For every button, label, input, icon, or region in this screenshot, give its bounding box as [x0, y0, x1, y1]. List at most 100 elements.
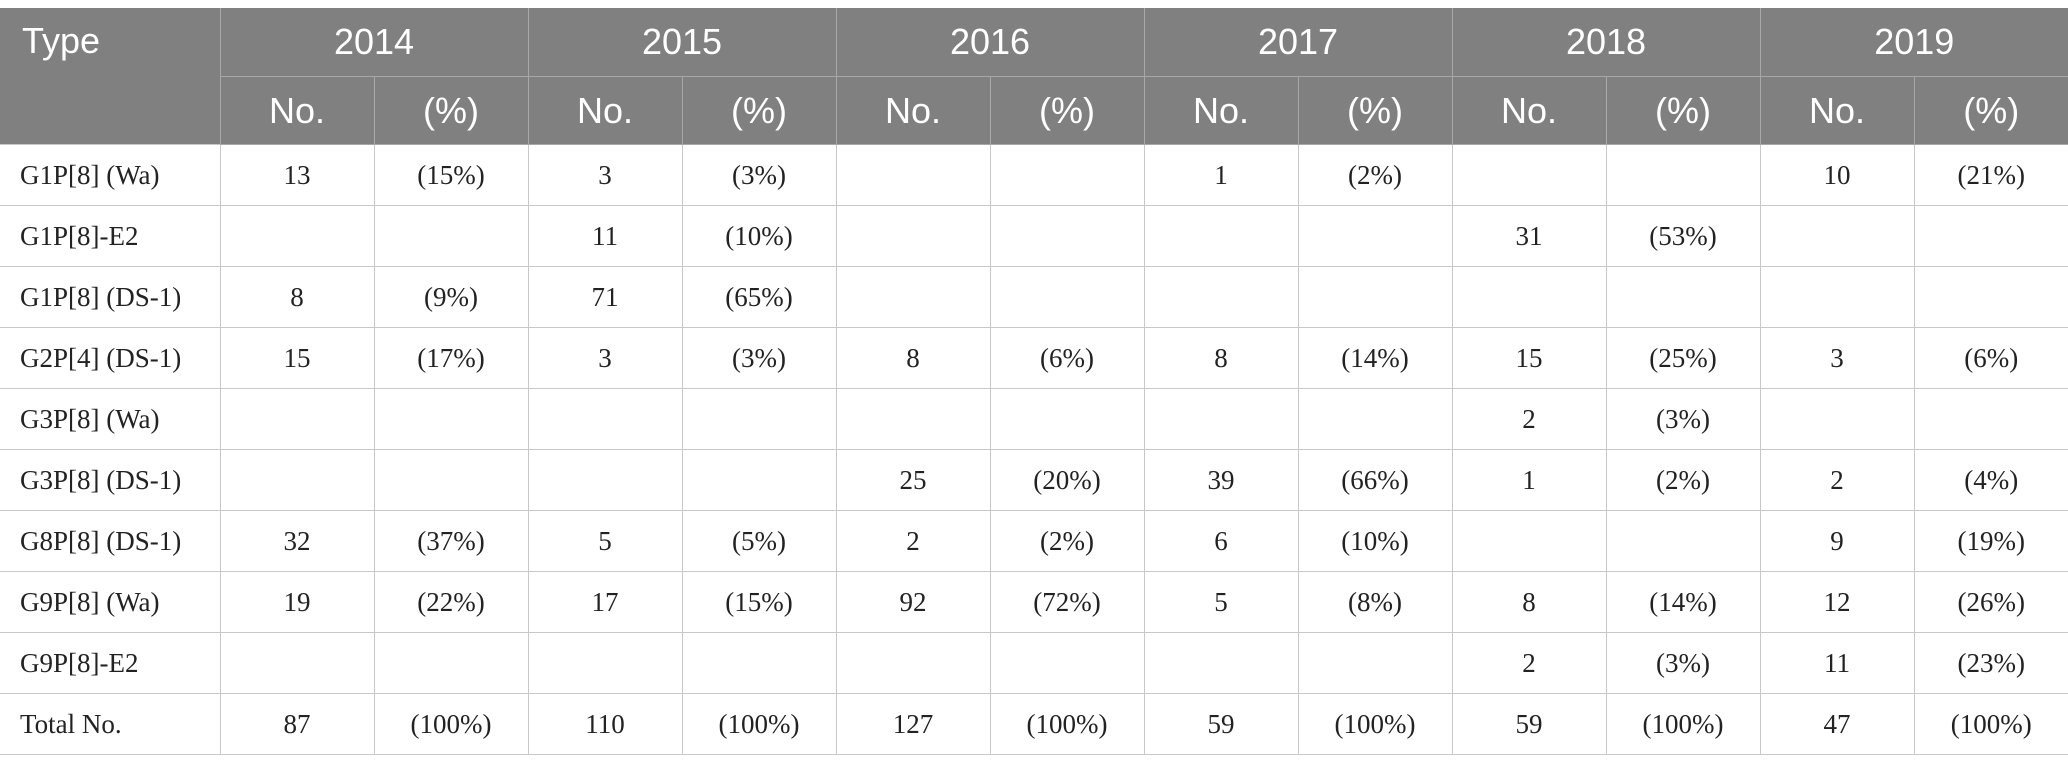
year-header-2018: 2018	[1451, 8, 1760, 77]
count-cell	[1143, 388, 1299, 450]
percent-cell	[1297, 632, 1453, 694]
table-row: G9P[8]-E2 2 (3%) 11 (23%)	[0, 632, 2068, 694]
count-cell: 15	[219, 327, 375, 389]
percent-cell	[1913, 205, 2068, 267]
type-cell: G9P[8]-E2	[0, 632, 221, 694]
percent-cell: (6%)	[989, 327, 1145, 389]
percent-cell: (2%)	[989, 510, 1145, 572]
percent-cell	[1605, 266, 1761, 328]
percent-cell: (9%)	[373, 266, 529, 328]
pct-column-header: (%)	[989, 76, 1144, 145]
percent-cell	[373, 205, 529, 267]
year-header-row: Type 2014 2015 2016 2017 2018 2019	[0, 8, 2068, 145]
percent-cell: (20%)	[989, 449, 1145, 511]
percent-cell: (10%)	[1297, 510, 1453, 572]
count-cell	[1451, 510, 1607, 572]
type-column-header: Type	[0, 8, 220, 145]
type-cell: G1P[8] (DS-1)	[0, 266, 221, 328]
no-column-header: No.	[527, 76, 682, 145]
percent-cell: (3%)	[681, 327, 837, 389]
year-header-2014: 2014	[219, 8, 528, 77]
count-cell: 8	[835, 327, 991, 389]
count-cell	[835, 266, 991, 328]
table-row: G3P[8] (DS-1) 25 (20%) 39 (66%) 1 (2%) 2 (4%)	[0, 449, 2068, 511]
percent-cell: (72%)	[989, 571, 1145, 633]
percent-cell: (21%)	[1913, 144, 2068, 206]
count-cell: 11	[527, 205, 683, 267]
count-cell: 5	[527, 510, 683, 572]
count-cell: 25	[835, 449, 991, 511]
table-row: G1P[8] (DS-1) 8 (9%) 71 (65%)	[0, 266, 2068, 328]
percent-cell: (25%)	[1605, 327, 1761, 389]
count-cell: 6	[1143, 510, 1299, 572]
percent-cell	[989, 388, 1145, 450]
type-cell: G3P[8] (Wa)	[0, 388, 221, 450]
count-cell: 17	[527, 571, 683, 633]
percent-cell: (100%)	[373, 693, 529, 755]
count-cell	[219, 449, 375, 511]
no-column-header: No.	[1759, 76, 1914, 145]
count-cell: 59	[1143, 693, 1299, 755]
count-cell: 1	[1451, 449, 1607, 511]
percent-cell: (14%)	[1605, 571, 1761, 633]
type-cell: G2P[4] (DS-1)	[0, 327, 221, 389]
count-cell: 8	[1143, 327, 1299, 389]
genotype-table: Type 2014 2015 2016 2017 2018 2019 No. (…	[0, 8, 2068, 755]
count-cell: 87	[219, 693, 375, 755]
year-header-2015: 2015	[527, 8, 836, 77]
count-cell	[1143, 632, 1299, 694]
percent-cell	[373, 388, 529, 450]
count-cell: 39	[1143, 449, 1299, 511]
count-cell: 2	[1451, 632, 1607, 694]
count-cell: 31	[1451, 205, 1607, 267]
count-cell	[835, 205, 991, 267]
count-cell: 3	[527, 144, 683, 206]
no-column-header: No.	[219, 76, 374, 145]
count-cell: 8	[1451, 571, 1607, 633]
percent-cell: (3%)	[1605, 388, 1761, 450]
count-cell	[1143, 205, 1299, 267]
count-cell	[527, 388, 683, 450]
count-cell	[1451, 266, 1607, 328]
count-cell	[219, 388, 375, 450]
pct-column-header: (%)	[1297, 76, 1452, 145]
table-row: G1P[8] (Wa) 13 (15%) 3 (3%) 1 (2%) 10 (21%)	[0, 144, 2068, 206]
count-cell	[1759, 266, 1915, 328]
percent-cell: (3%)	[1605, 632, 1761, 694]
pct-column-header: (%)	[373, 76, 528, 145]
count-cell	[1143, 266, 1299, 328]
type-cell: G1P[8] (Wa)	[0, 144, 221, 206]
percent-cell: (26%)	[1913, 571, 2068, 633]
count-cell: 110	[527, 693, 683, 755]
percent-cell: (37%)	[373, 510, 529, 572]
count-cell: 71	[527, 266, 683, 328]
percent-cell: (15%)	[373, 144, 529, 206]
count-cell: 2	[1759, 449, 1915, 511]
percent-cell	[681, 388, 837, 450]
year-header-2017: 2017	[1143, 8, 1452, 77]
count-cell: 59	[1451, 693, 1607, 755]
percent-cell	[1605, 510, 1761, 572]
percent-cell	[681, 449, 837, 511]
count-cell	[1759, 388, 1915, 450]
percent-cell: (66%)	[1297, 449, 1453, 511]
percent-cell: (100%)	[989, 693, 1145, 755]
percent-cell	[1297, 388, 1453, 450]
pct-column-header: (%)	[681, 76, 836, 145]
percent-cell	[1913, 266, 2068, 328]
table-row: Total No. 87 (100%) 110 (100%) 127 (100%) 59 (10…	[0, 693, 2068, 755]
percent-cell	[1297, 205, 1453, 267]
count-cell	[527, 449, 683, 511]
no-column-header: No.	[835, 76, 990, 145]
type-cell: G9P[8] (Wa)	[0, 571, 221, 633]
percent-cell: (5%)	[681, 510, 837, 572]
count-cell: 13	[219, 144, 375, 206]
table-row: G8P[8] (DS-1) 32 (37%) 5 (5%) 2 (2%) 6 (10%) 9 (19…	[0, 510, 2068, 572]
count-cell: 5	[1143, 571, 1299, 633]
count-cell: 11	[1759, 632, 1915, 694]
count-cell	[835, 632, 991, 694]
percent-cell	[989, 632, 1145, 694]
pct-column-header: (%)	[1605, 76, 1760, 145]
table-row: G1P[8]-E2 11 (10%) 31 (53%)	[0, 205, 2068, 267]
percent-cell: (19%)	[1913, 510, 2068, 572]
